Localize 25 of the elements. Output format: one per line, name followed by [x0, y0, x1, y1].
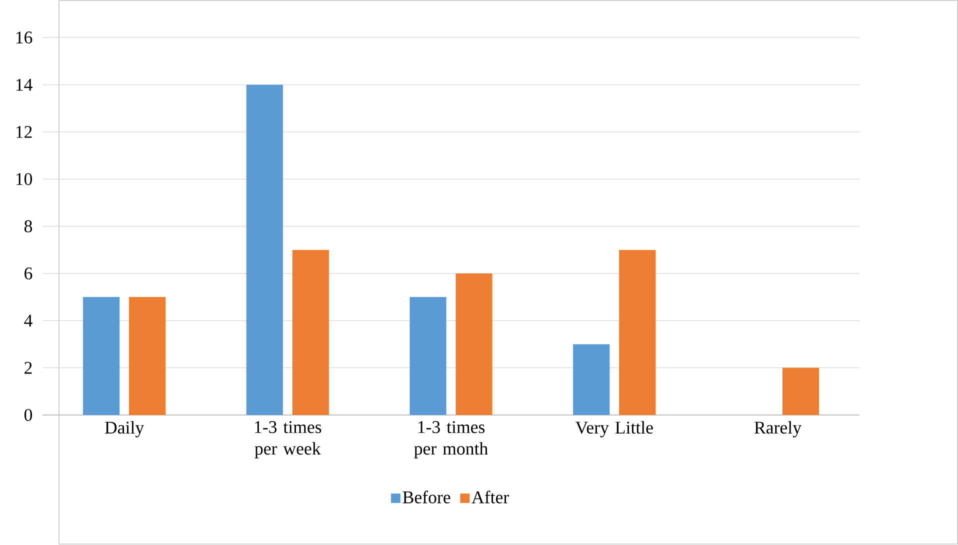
legend-label: After: [472, 490, 509, 504]
y-tick-label: 10: [16, 173, 32, 186]
x-tick-label: 1-3 times per week: [254, 421, 322, 459]
y-tick-label: 12: [16, 126, 32, 138]
y-tick-label: 8: [24, 220, 32, 233]
x-tick-label: Daily: [104, 421, 144, 438]
bar: [782, 368, 820, 416]
bar: [82, 297, 120, 416]
x-tick-label: 1-3 times per month: [414, 421, 488, 459]
x-tick-label: Very Little: [575, 421, 653, 438]
bar: [619, 250, 656, 416]
bar: [292, 250, 329, 416]
y-tick-label: 2: [24, 362, 32, 374]
bar: [246, 84, 283, 416]
y-tick-label: 6: [24, 268, 32, 280]
y-tick-label: 16: [16, 32, 32, 44]
bar: [573, 344, 610, 416]
bar: [128, 297, 166, 416]
bar: [456, 274, 492, 416]
y-tick-label: 4: [24, 314, 32, 327]
x-tick-label: Rarely: [754, 421, 802, 438]
y-tick-label: 0: [24, 409, 32, 422]
bar: [410, 297, 446, 416]
y-tick-label: 14: [16, 79, 32, 91]
legend-label: Before: [402, 490, 450, 504]
